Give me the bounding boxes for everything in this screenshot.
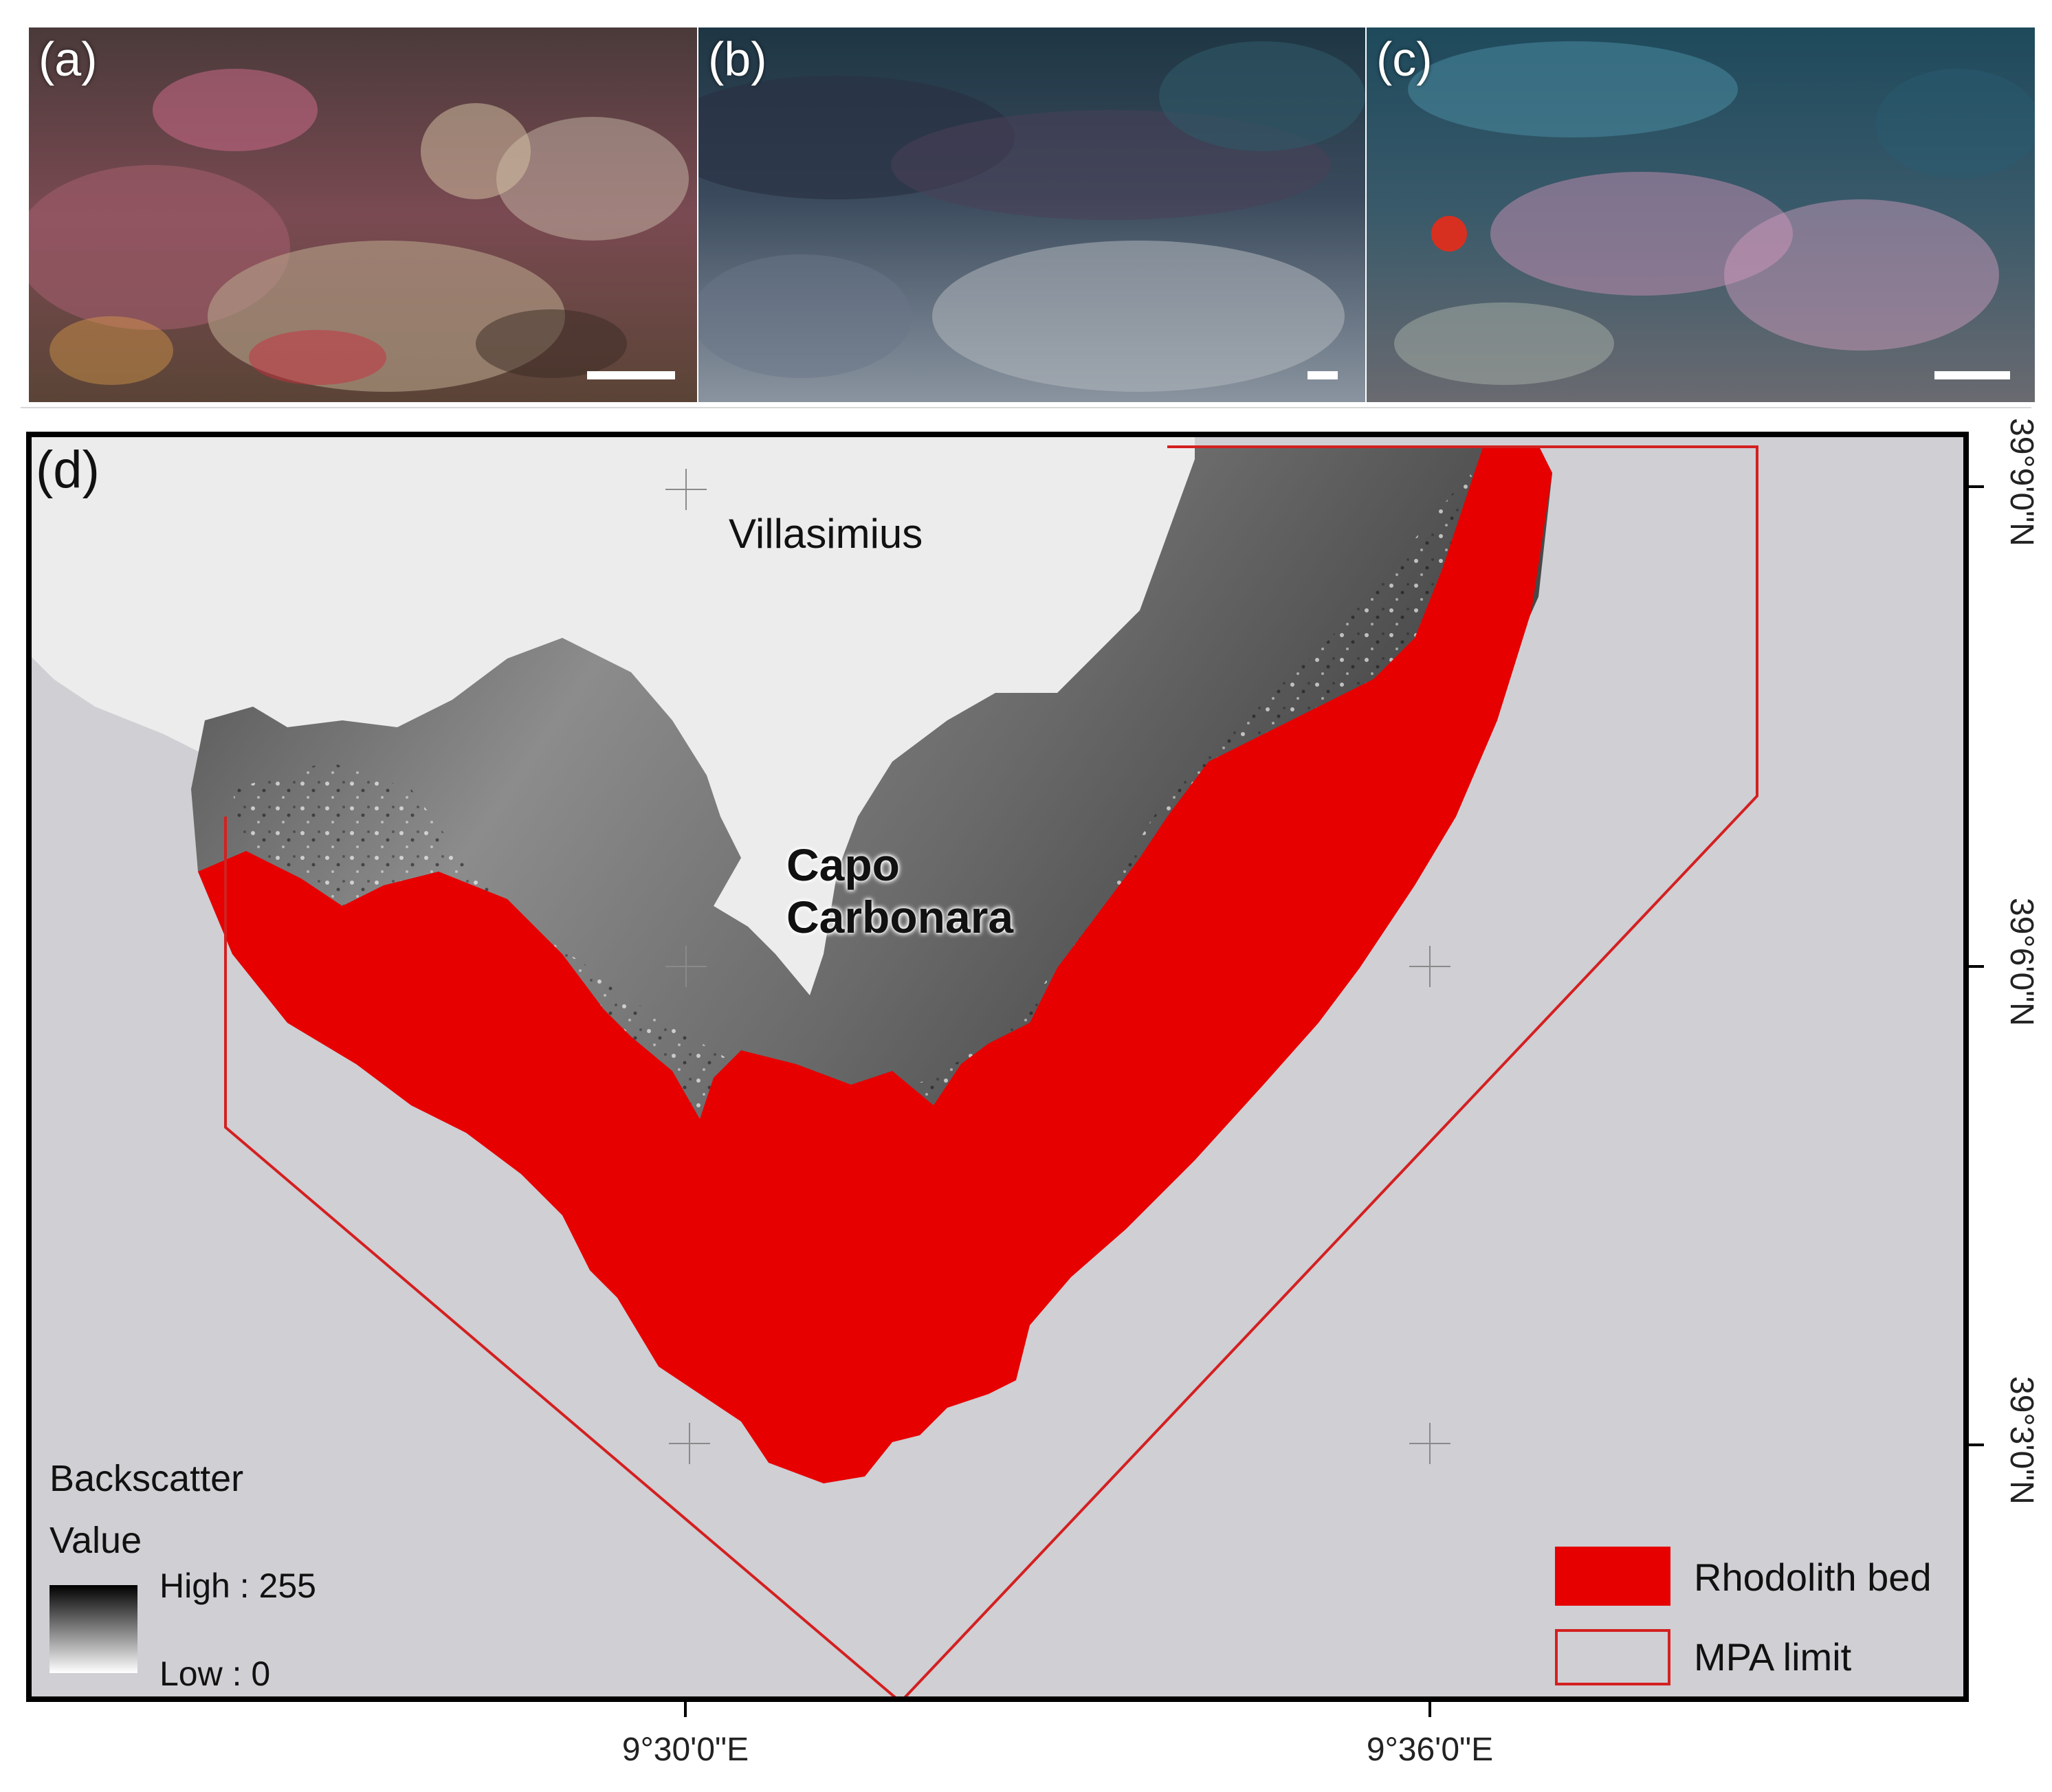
photo-label-a: (a) bbox=[38, 32, 98, 86]
graticule-crosses bbox=[665, 469, 1450, 1464]
panel-label-d: (d) bbox=[36, 441, 100, 499]
longitude-label-2: 9°36'0"E bbox=[1366, 1732, 1494, 1768]
underwater-photo-c bbox=[1367, 27, 2035, 402]
latitude-label-3: 39°3'0"N bbox=[2003, 1376, 2040, 1505]
backscatter-low-label: Low : 0 bbox=[159, 1655, 271, 1693]
place-label-capo-carbonara: Capo Carbonara bbox=[786, 839, 1013, 943]
underwater-photo-b bbox=[698, 27, 1365, 402]
backscatter-high-label: High : 255 bbox=[159, 1567, 316, 1605]
lon-tick-2 bbox=[1428, 1702, 1431, 1717]
backscatter-legend-value-label: Value bbox=[49, 1520, 142, 1561]
backscatter-legend-title: Backscatter bbox=[49, 1458, 244, 1499]
lat-tick-3 bbox=[1969, 1443, 1984, 1446]
cape-label-line1: Capo bbox=[786, 839, 900, 890]
panel-separator bbox=[21, 407, 2031, 408]
backscatter-map bbox=[26, 432, 1969, 1702]
legend-mpa-swatch bbox=[1555, 1629, 1670, 1685]
underwater-photo-a bbox=[29, 27, 697, 402]
legend-mpa-label: MPA limit bbox=[1694, 1635, 1852, 1679]
mpa-limit-outline bbox=[224, 445, 1758, 1702]
photo-panel-a: (a) bbox=[29, 27, 697, 402]
lat-tick-1 bbox=[1969, 485, 1984, 488]
rhodolith-bed bbox=[198, 445, 1552, 1483]
legend-rhodolith-label: Rhodolith bed bbox=[1694, 1556, 1932, 1599]
cape-label-line2: Carbonara bbox=[786, 892, 1014, 942]
latitude-label-2: 39°6'0"N bbox=[2003, 898, 2040, 1026]
photo-panel-b: (b) bbox=[698, 27, 1365, 402]
place-label-villasimius: Villasimius bbox=[729, 511, 923, 557]
lat-tick-2 bbox=[1969, 965, 1984, 968]
lon-tick-1 bbox=[684, 1702, 687, 1717]
longitude-label-1: 9°30'0"E bbox=[621, 1732, 749, 1768]
backscatter-color-ramp bbox=[49, 1585, 137, 1673]
legend-rhodolith-swatch bbox=[1555, 1547, 1670, 1606]
scale-bar-b bbox=[1308, 371, 1338, 379]
scale-bar-a bbox=[587, 371, 675, 379]
photo-label-b: (b) bbox=[708, 32, 767, 86]
land-mass bbox=[26, 432, 1195, 995]
photo-label-c: (c) bbox=[1376, 32, 1433, 86]
photo-panel-c: (c) bbox=[1367, 27, 2035, 402]
latitude-label-1: 39°9'0"N bbox=[2003, 418, 2040, 546]
scale-bar-c bbox=[1934, 371, 2010, 379]
